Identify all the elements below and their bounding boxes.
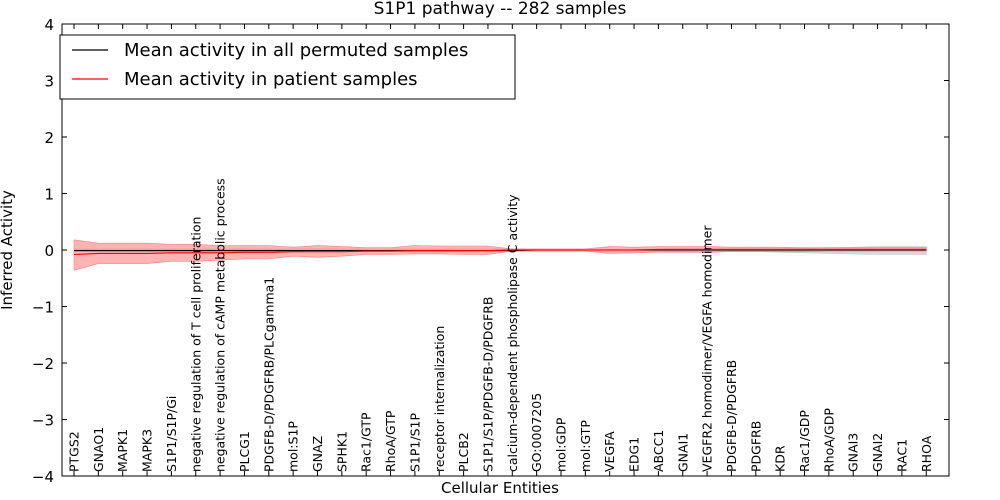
- y-tick-label: 1: [44, 186, 54, 204]
- x-tick-label: negative regulation of T cell proliferat…: [188, 217, 203, 472]
- y-tick-label: −2: [32, 355, 54, 373]
- line-series-1: [73, 248, 927, 256]
- x-tick-label: S1P1/S1P/PDGFB-D/PDGFRB: [481, 297, 496, 473]
- x-tick-label: PDGFRB: [748, 421, 763, 472]
- x-tick-label: KDR: [773, 445, 788, 472]
- plot-frame: [61, 23, 950, 477]
- x-tick-label: EDG1: [627, 437, 642, 472]
- x-tick-label: SPHK1: [334, 431, 349, 472]
- y-tick-label: 4: [44, 16, 54, 34]
- x-tick-label: calcium-dependent phospholipase C activi…: [505, 194, 520, 472]
- x-axis-label: Cellular Entities: [441, 479, 559, 497]
- x-tick-label: mol:S1P: [286, 421, 301, 472]
- y-tick-label: 0: [44, 242, 54, 260]
- x-tick-label: GO:0007205: [529, 393, 544, 472]
- y-tick-label: 3: [44, 73, 54, 91]
- y-axis-label: Inferred Activity: [0, 190, 16, 310]
- x-tick-label: GNAZ: [310, 436, 325, 472]
- legend-label-permuted: Mean activity in all permuted samples: [124, 40, 468, 61]
- series-lines: [73, 248, 927, 256]
- x-tick-label: PTGS2: [67, 431, 82, 472]
- band-series-1: [73, 239, 927, 271]
- x-tick-label: receptor internalization: [432, 326, 447, 472]
- x-tick-label: RHOA: [919, 435, 934, 472]
- x-tick-label: S1P1/S1P: [407, 413, 422, 472]
- y-tick-label: −3: [32, 412, 54, 430]
- x-tick-label: GNAI1: [675, 433, 690, 472]
- x-tick-label: MAPK1: [115, 429, 130, 472]
- x-tick-label: S1P1/S1P/Gi: [164, 396, 179, 472]
- x-tick-label: MAPK3: [140, 429, 155, 472]
- x-tick-label: PDGFB-D/PDGFRB/PLCgamma1: [261, 277, 276, 472]
- x-tick-label: mol:GDP: [554, 417, 569, 472]
- x-tick-label: Rac1/GTP: [359, 412, 374, 472]
- x-tick-label: RhoA/GTP: [383, 410, 398, 472]
- x-tick-label: PDGFB-D/PDGFRB: [724, 360, 739, 472]
- x-tick-label: PLCB2: [456, 432, 471, 472]
- x-tick-label: RAC1: [894, 439, 909, 472]
- x-tick-label: GNAO1: [91, 427, 106, 472]
- x-tick-label: Rac1/GDP: [797, 410, 812, 472]
- y-tick-label: −4: [32, 468, 54, 486]
- x-tick-label: PLCG1: [237, 431, 252, 472]
- chart-title: S1P1 pathway -- 282 samples: [374, 0, 627, 19]
- x-axis: PTGS2 GNAO1 MAPK1 MAPK3 S1P1/S1P/Gi negative …: [67, 24, 934, 476]
- x-tick-label: VEGFR2 homodimer/VEGFA homodimer: [700, 225, 715, 472]
- x-tick-label: VEGFA: [602, 431, 617, 472]
- legend: Mean activity in all permuted samples Me…: [59, 34, 516, 100]
- x-tick-label: negative regulation of cAMP metabolic pr…: [213, 178, 228, 472]
- y-tick-label: −1: [32, 299, 54, 317]
- x-tick-label: GNAI3: [846, 433, 861, 472]
- x-tick-label: ABCC1: [651, 430, 666, 472]
- y-axis: −4 −3 −2 −1 0 1 2 3 4: [32, 16, 949, 486]
- legend-label-patient: Mean activity in patient samples: [124, 69, 418, 90]
- x-tick-label: RhoA/GDP: [821, 408, 836, 472]
- legend-box: [59, 34, 516, 100]
- x-tick-label: mol:GTP: [578, 420, 593, 472]
- x-tick-label: GNAI2: [870, 433, 885, 472]
- y-tick-label: 2: [44, 129, 54, 147]
